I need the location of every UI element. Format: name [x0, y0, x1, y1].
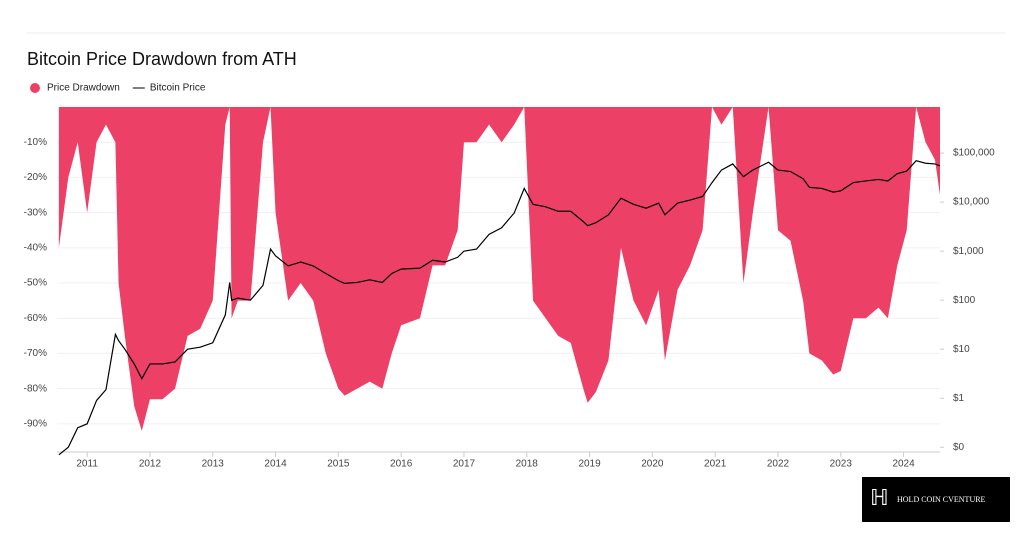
x-tick-label: 2021 — [704, 459, 727, 470]
y-tick-label: -20% — [24, 172, 47, 183]
x-tick-label: 2019 — [578, 459, 601, 470]
y-tick-label: -90% — [24, 418, 47, 429]
y2-tick-label: $1 — [953, 393, 965, 404]
y-tick-label: -60% — [24, 313, 47, 324]
x-tick-label: 2022 — [767, 459, 790, 470]
x-tick-label: 2023 — [830, 459, 853, 470]
chart-title: Bitcoin Price Drawdown from ATH — [27, 49, 297, 69]
y-tick-label: -30% — [24, 207, 47, 218]
x-tick-label: 2017 — [453, 459, 476, 470]
y2-tick-label: $1,000 — [953, 246, 984, 257]
legend-swatch — [30, 83, 40, 93]
x-tick-label: 2012 — [139, 459, 162, 470]
x-tick-label: 2018 — [516, 459, 539, 470]
y2-tick-label: $10 — [953, 344, 970, 355]
x-tick-label: 2020 — [641, 459, 664, 470]
x-tick-label: 2014 — [264, 459, 287, 470]
price-line — [58, 159, 941, 456]
y-tick-label: -50% — [24, 278, 47, 289]
legend-label: Bitcoin Price — [150, 83, 206, 94]
legend-label: Price Drawdown — [47, 83, 120, 94]
x-tick-label: 2013 — [202, 459, 225, 470]
watermark-logo: ℍ — [870, 485, 889, 510]
drawdown-area — [58, 107, 940, 431]
y-tick-label: -70% — [24, 348, 47, 359]
watermark-text: HOLD COIN CVENTURE — [897, 495, 986, 504]
x-tick-label: 2016 — [390, 459, 413, 470]
x-tick-label: 2011 — [76, 459, 98, 470]
watermark-box — [862, 477, 1010, 522]
y2-tick-label: $10,000 — [953, 197, 990, 208]
x-tick-label: 2024 — [892, 459, 915, 470]
y-tick-label: -10% — [24, 137, 47, 148]
x-tick-label: 2015 — [327, 459, 350, 470]
y2-tick-label: $100,000 — [953, 148, 995, 159]
y-tick-label: -40% — [24, 242, 47, 253]
y-tick-label: -80% — [24, 383, 47, 394]
y2-tick-label: $100 — [953, 295, 976, 306]
y2-tick-label: $0 — [953, 442, 965, 453]
